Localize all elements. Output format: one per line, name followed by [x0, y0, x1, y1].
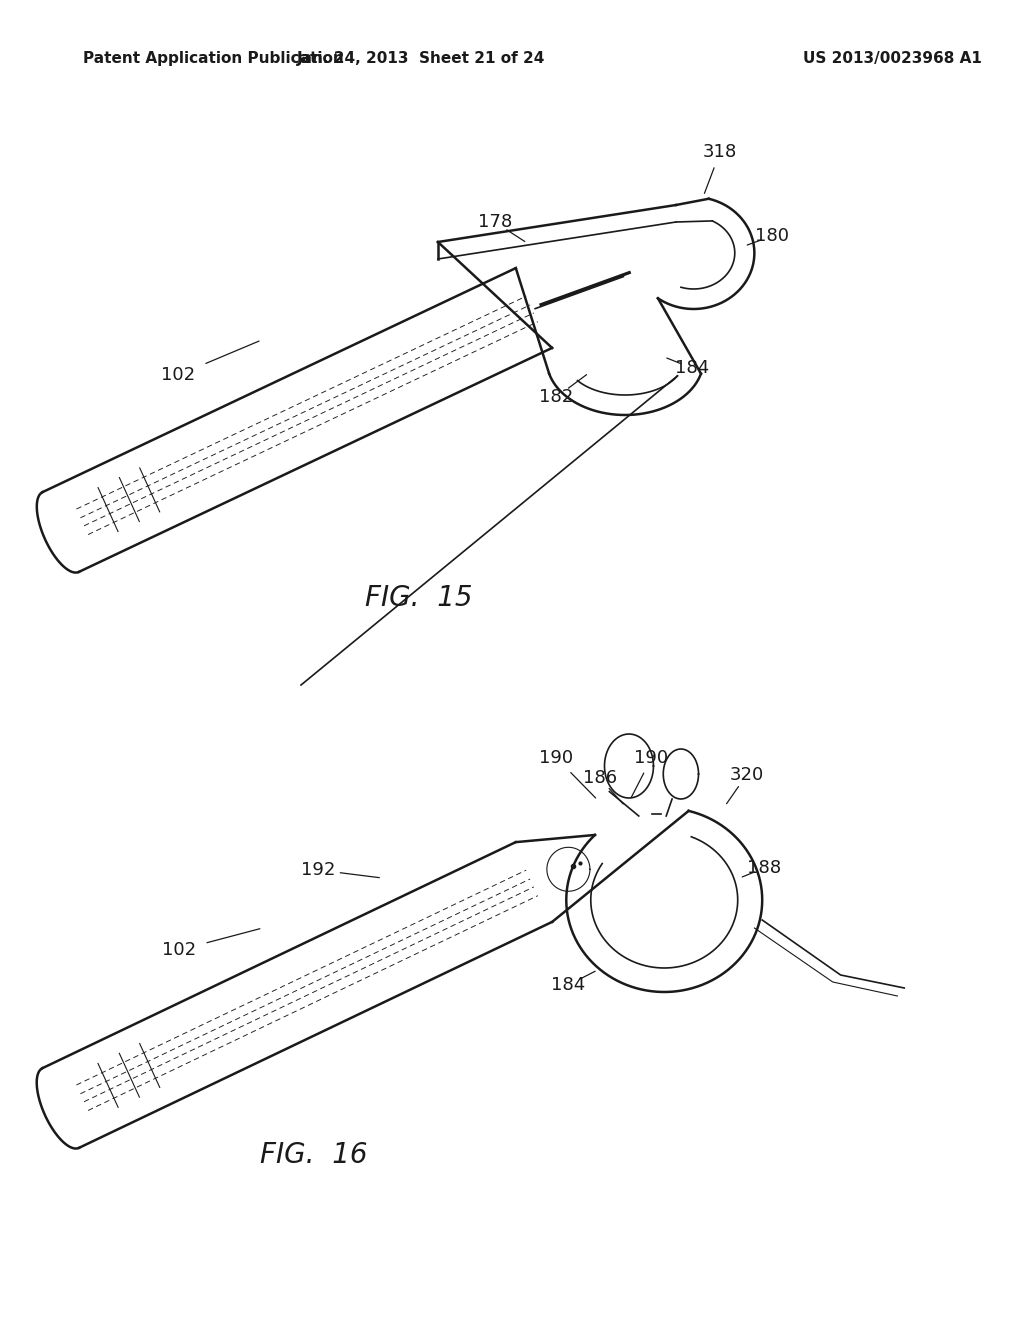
Text: 318: 318	[702, 143, 737, 161]
Text: 102: 102	[161, 366, 196, 384]
Text: 192: 192	[301, 861, 336, 879]
Text: 184: 184	[551, 975, 586, 994]
Text: Patent Application Publication: Patent Application Publication	[83, 50, 344, 66]
Text: 102: 102	[162, 941, 197, 960]
Text: 190: 190	[540, 748, 573, 767]
Text: FIG.  16: FIG. 16	[260, 1140, 368, 1170]
Text: 184: 184	[675, 359, 709, 378]
Text: 190: 190	[635, 748, 669, 767]
Text: 188: 188	[748, 859, 781, 876]
Text: 182: 182	[540, 388, 573, 407]
Text: 320: 320	[729, 766, 764, 784]
Text: 178: 178	[477, 213, 512, 231]
Text: US 2013/0023968 A1: US 2013/0023968 A1	[804, 50, 982, 66]
Text: 186: 186	[583, 770, 616, 787]
Text: 180: 180	[755, 227, 790, 246]
Text: Jan. 24, 2013  Sheet 21 of 24: Jan. 24, 2013 Sheet 21 of 24	[297, 50, 546, 66]
Text: FIG.  15: FIG. 15	[365, 583, 472, 612]
